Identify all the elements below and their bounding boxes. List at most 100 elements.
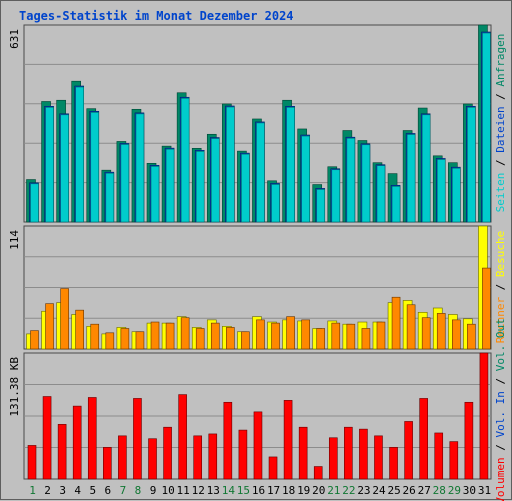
- bar-seiten: [30, 183, 39, 223]
- bar-seiten: [467, 106, 476, 223]
- day-label: 22: [342, 484, 355, 497]
- bar-seiten: [391, 185, 401, 223]
- bar-rechner: [165, 322, 175, 350]
- bar-volumen: [464, 401, 474, 480]
- bar-rechner: [135, 331, 145, 350]
- bar-volumen: [87, 397, 97, 480]
- bar-seiten: [105, 172, 115, 223]
- bar-volumen: [298, 426, 308, 480]
- bar-rechner: [75, 309, 84, 350]
- day-label: 13: [207, 484, 220, 497]
- legend-anfragen: Anfragen: [494, 34, 507, 87]
- bar-volumen: [27, 445, 37, 480]
- day-label: 17: [267, 484, 280, 497]
- bar-rechner: [346, 323, 356, 350]
- day-label: 9: [150, 484, 157, 497]
- day-label: 16: [252, 484, 265, 497]
- legend-separator: /: [494, 153, 507, 173]
- bar-rechner: [467, 323, 476, 350]
- legend-volumen: Volumen: [494, 457, 507, 501]
- bar-volumen: [374, 435, 383, 480]
- bar-volumen: [57, 424, 67, 480]
- bar-seiten: [346, 137, 356, 223]
- bar-rechner: [90, 323, 100, 350]
- bar-seiten: [135, 113, 145, 223]
- bar-rechner: [376, 321, 386, 350]
- bar-seiten: [436, 159, 446, 223]
- legend-separator: /: [494, 371, 507, 391]
- bar-volumen: [103, 447, 112, 480]
- day-label: 29: [448, 484, 461, 497]
- bar-rechner: [361, 328, 371, 350]
- bar-seiten: [90, 111, 100, 223]
- bar-rechner: [301, 319, 310, 350]
- legend-vol-out: Vol. Out: [494, 318, 507, 371]
- day-label: 2: [44, 484, 51, 497]
- bar-volumen: [434, 432, 444, 480]
- legend-visits-panel: Rechner / Besuche: [494, 231, 507, 344]
- day-label: 10: [161, 484, 174, 497]
- bar-volumen: [479, 352, 489, 480]
- bar-volumen: [449, 441, 459, 480]
- bar-seiten: [226, 106, 235, 223]
- legend-volume-panel: Volumen / Vol. In / Vol. Out: [494, 318, 507, 501]
- ymax-label-kbytes: 131.38 KB: [8, 357, 21, 417]
- bar-rechner: [105, 332, 115, 350]
- bar-rechner: [30, 330, 39, 350]
- bar-rechner: [120, 328, 130, 350]
- day-label: 26: [403, 484, 416, 497]
- bar-seiten: [210, 138, 220, 223]
- bar-volumen: [193, 435, 203, 480]
- bar-volumen: [359, 428, 368, 480]
- bar-volumen: [389, 447, 398, 480]
- bar-rechner: [452, 319, 461, 350]
- day-label: 20: [312, 484, 325, 497]
- bar-volumen: [133, 398, 142, 480]
- bar-seiten: [241, 153, 250, 223]
- bar-seiten: [256, 122, 265, 223]
- chart-title: Tages-Statistik im Monat Dezember 2024: [19, 9, 294, 23]
- bar-volumen: [178, 394, 187, 480]
- bar-rechner: [60, 288, 69, 350]
- bar-rechner: [210, 322, 220, 350]
- bar-rechner: [436, 313, 446, 350]
- legend-hits-panel: Seiten / Dateien / Anfragen: [494, 34, 507, 213]
- bar-volumen: [163, 426, 172, 480]
- bar-rechner: [45, 303, 54, 350]
- bar-seiten: [286, 106, 295, 223]
- bar-rechner: [150, 321, 160, 350]
- bar-volumen: [313, 466, 323, 480]
- bar-rechner: [195, 328, 205, 350]
- day-label: 7: [120, 484, 127, 497]
- legend-separator: /: [494, 277, 507, 297]
- bar-rechner: [316, 328, 326, 350]
- bar-volumen: [283, 400, 293, 480]
- bar-seiten: [482, 32, 491, 223]
- ymax-label-hits-files-pages: 631: [8, 29, 21, 49]
- ymax-label-visits-sites: 114: [8, 230, 21, 250]
- day-label: 6: [105, 484, 112, 497]
- day-label: 12: [192, 484, 205, 497]
- bar-rechner: [331, 322, 341, 350]
- bar-seiten: [195, 151, 205, 223]
- legend-dateien: Dateien: [494, 106, 507, 152]
- bar-rechner: [286, 316, 295, 350]
- bar-volumen: [419, 398, 428, 480]
- day-label: 27: [418, 484, 431, 497]
- bar-rechner: [271, 322, 280, 350]
- bar-volumen: [404, 421, 413, 480]
- bar-seiten: [452, 167, 461, 223]
- bar-rechner: [482, 267, 491, 350]
- bar-rechner: [241, 331, 250, 350]
- bar-seiten: [271, 184, 280, 223]
- bar-seiten: [376, 165, 386, 223]
- bar-rechner: [391, 296, 401, 350]
- bar-rechner: [421, 317, 431, 350]
- legend-vol-in: Vol. In: [494, 391, 507, 437]
- day-label: 31: [478, 484, 491, 497]
- bar-rechner: [180, 317, 190, 350]
- bar-seiten: [45, 106, 54, 223]
- bar-seiten: [406, 134, 416, 223]
- day-label: 8: [135, 484, 142, 497]
